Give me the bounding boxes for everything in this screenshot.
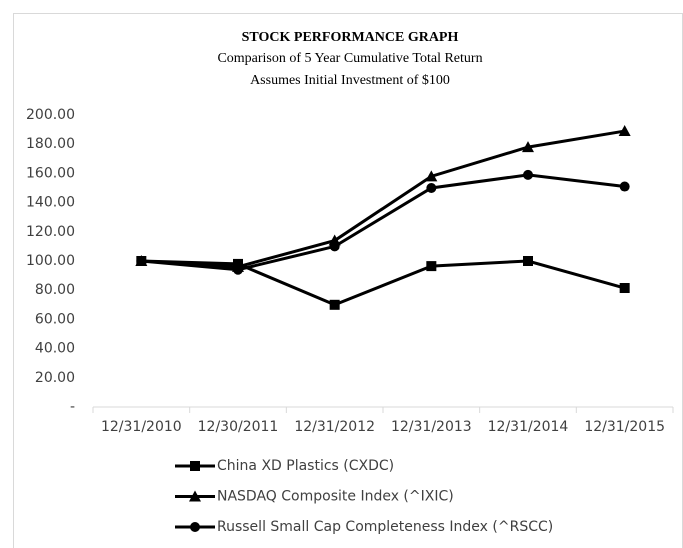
point — [523, 169, 533, 180]
y-tick-label: 120.00 — [26, 224, 75, 240]
point — [618, 125, 631, 137]
point — [619, 283, 630, 294]
chart-title: STOCK PERFORMANCE GRAPH — [242, 30, 459, 45]
point — [522, 141, 534, 153]
series-line — [141, 173, 625, 272]
legend-label: China XD Plastics (CXDC) — [217, 458, 394, 474]
y-tick-label: 80.00 — [35, 282, 75, 298]
point — [329, 241, 340, 252]
point — [619, 181, 630, 192]
point — [233, 264, 243, 275]
y-tick-label: 60.00 — [35, 311, 75, 327]
y-tick-label: 180.00 — [26, 136, 75, 152]
x-tick-label: 12/31/2012 — [294, 419, 375, 435]
series-line — [141, 259, 626, 307]
chart-subtitle: Comparison of 5 Year Cumulative Total Re… — [217, 51, 482, 66]
x-tick-label: 12/31/2015 — [584, 419, 665, 435]
chart-subtitle: Assumes Initial Investment of $100 — [250, 73, 450, 88]
legend-marker — [189, 490, 201, 502]
x-tick-label: 12/31/2013 — [391, 419, 472, 435]
x-tick-label: 12/31/2014 — [488, 419, 569, 435]
chart-border — [13, 13, 683, 548]
y-tick-label: 100.00 — [26, 253, 75, 269]
legend-label: NASDAQ Composite Index (^IXIC) — [217, 489, 454, 505]
y-tick-label: 140.00 — [26, 195, 75, 211]
y-tick-label: 200.00 — [26, 107, 75, 123]
point — [425, 170, 438, 182]
point — [523, 256, 533, 266]
x-tick-label: 12/31/2010 — [101, 419, 182, 435]
x-tick-label: 12/30/2011 — [198, 419, 279, 435]
y-tick-label: - — [70, 399, 75, 415]
legend-label: Russell Small Cap Completeness Index (^R… — [217, 519, 553, 535]
y-tick-label: 40.00 — [35, 341, 75, 357]
point — [329, 299, 340, 310]
y-tick-label: 160.00 — [26, 165, 75, 181]
point — [136, 256, 147, 266]
y-tick-label: 20.00 — [35, 370, 75, 386]
legend-marker — [190, 461, 200, 471]
legend-marker — [190, 522, 200, 532]
series-line — [141, 129, 625, 269]
point — [426, 261, 437, 272]
point — [426, 183, 437, 193]
